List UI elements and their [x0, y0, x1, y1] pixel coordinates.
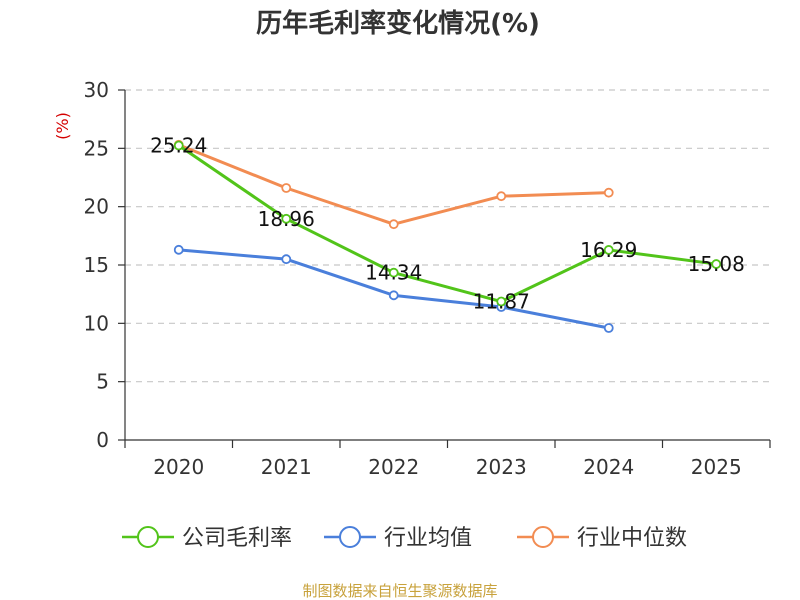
- data-point-0-3: [496, 296, 507, 307]
- x-tick-label-2021: 2021: [261, 455, 312, 479]
- legend-label: 行业均值: [384, 526, 472, 551]
- legend-item-2[interactable]: 行业中位数: [517, 526, 687, 551]
- legend-item-0[interactable]: 公司毛利率: [122, 526, 292, 551]
- legend-swatch-marker: [532, 526, 554, 548]
- x-tick-label-2022: 2022: [368, 455, 419, 479]
- data-point-2-4: [603, 187, 614, 198]
- data-point-1-0: [173, 244, 184, 255]
- y-tick-label: 5: [96, 370, 109, 394]
- y-tick-label: 25: [84, 136, 109, 160]
- x-tick-label-2020: 2020: [153, 455, 204, 479]
- data-point-0-2: [388, 267, 399, 278]
- legend-item-1[interactable]: 行业均值: [324, 526, 472, 551]
- data-point-2-2: [388, 219, 399, 230]
- data-label-2020: 25.24: [150, 134, 207, 158]
- x-tick-label-2023: 2023: [476, 455, 527, 479]
- data-point-0-5: [711, 259, 722, 269]
- data-labels: 25.24 18.96 14.34 11.87 16.29 15.08: [150, 134, 745, 314]
- data-point-1-2: [388, 290, 399, 301]
- data-label-2025: 15.08: [688, 252, 745, 276]
- source-note: 制图数据来自恒生聚源数据库: [302, 582, 497, 600]
- y-axis-label: (%): [53, 112, 72, 140]
- data-label-2022: 14.34: [365, 261, 422, 285]
- legend-swatch-marker: [339, 526, 361, 548]
- data-point-2-3: [496, 191, 507, 202]
- series-group: [173, 139, 722, 333]
- legend-swatch-marker: [137, 526, 159, 548]
- data-point-0-4: [603, 245, 614, 255]
- y-tick-label: 20: [84, 195, 109, 219]
- data-point-1-1: [281, 254, 292, 265]
- chart-title: 历年毛利率变化情况(%): [256, 8, 540, 39]
- gridlines: [125, 89, 770, 383]
- data-point-2-1: [281, 183, 292, 193]
- data-point-0-1: [281, 213, 292, 224]
- data-label-2024: 16.29: [580, 238, 637, 262]
- y-tick-label: 15: [84, 253, 109, 277]
- x-tick-label-2025: 2025: [691, 455, 742, 479]
- data-point-1-4: [603, 323, 614, 333]
- legend[interactable]: 公司毛利率 行业均值 行业中位数: [122, 526, 687, 551]
- y-tick-label: 0: [96, 428, 109, 452]
- data-label-2023: 11.87: [473, 290, 530, 314]
- data-point-0-0: [173, 140, 184, 151]
- data-label-2021: 18.96: [258, 207, 315, 231]
- y-tick-label: 30: [84, 78, 109, 102]
- series-line-0: [177, 144, 717, 304]
- x-tick-label-2024: 2024: [583, 455, 634, 479]
- y-tick-label: 10: [84, 311, 109, 335]
- series-line-2: [178, 143, 609, 226]
- legend-label: 行业中位数: [577, 526, 687, 551]
- legend-label: 公司毛利率: [182, 526, 292, 551]
